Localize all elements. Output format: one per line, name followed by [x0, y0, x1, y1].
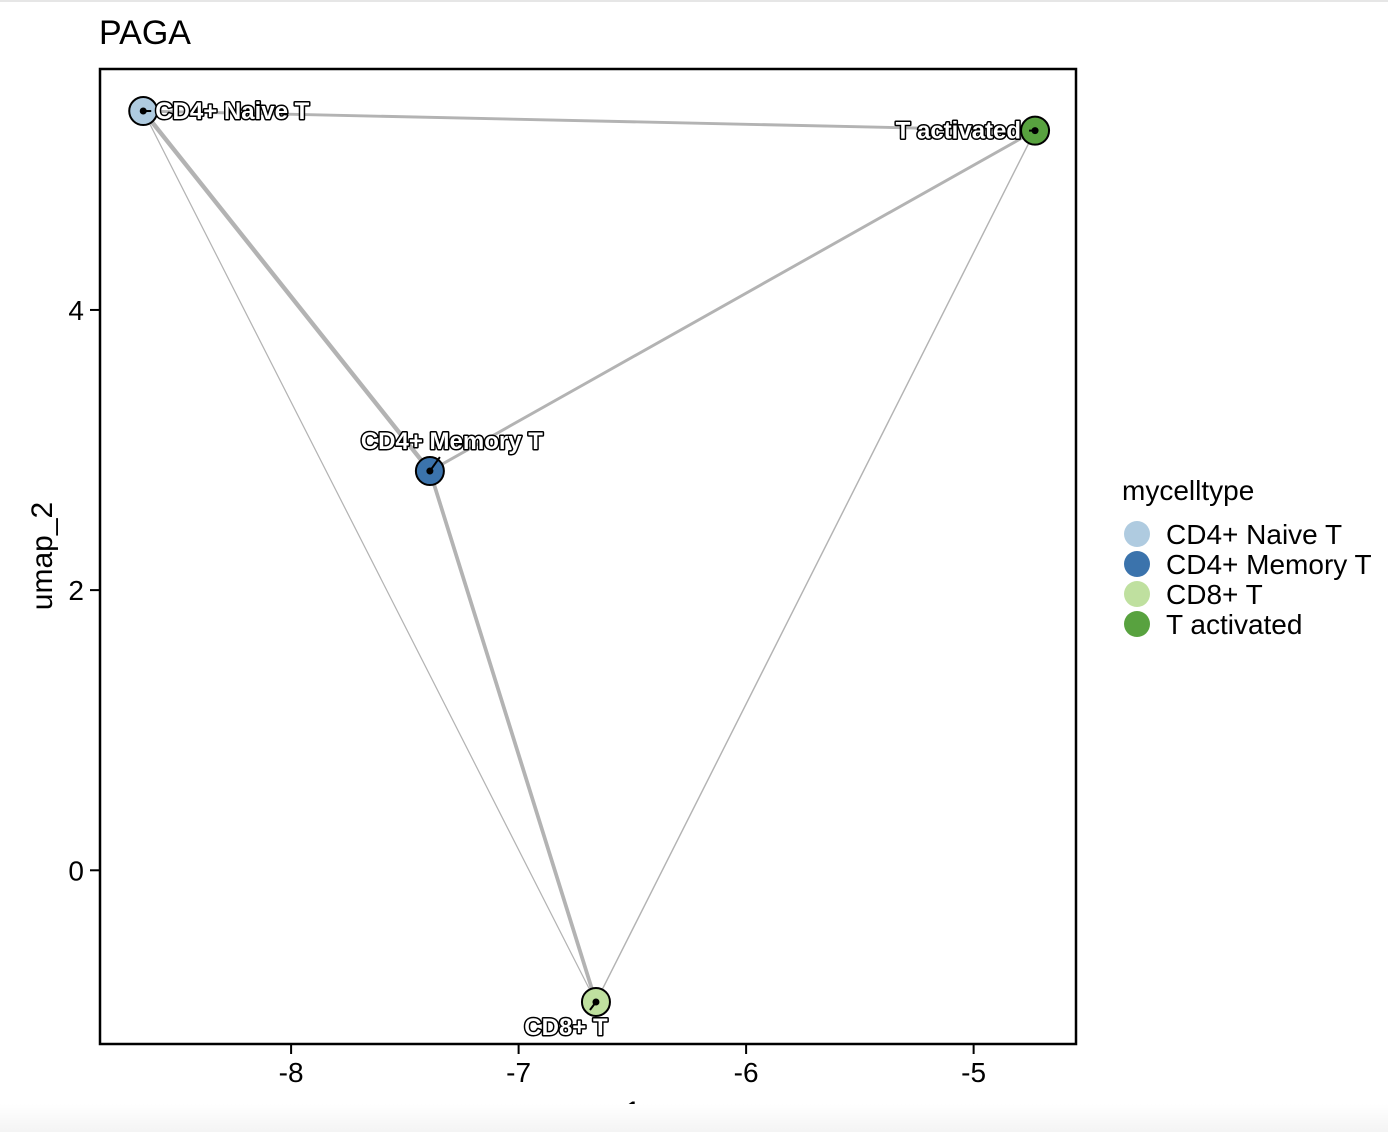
legend-swatch-t-activated — [1124, 611, 1150, 637]
legend-label-cd4-naive-t: CD4+ Naive T — [1166, 519, 1342, 550]
node-label-cd8-t: CD8+ T — [524, 1014, 608, 1041]
node-center-dot-cd4-naive-t — [139, 107, 147, 115]
legend-label-cd8-t: CD8+ T — [1166, 579, 1263, 610]
bottom-fade — [0, 1104, 1388, 1132]
legend-swatch-cd8-t — [1124, 581, 1150, 607]
node-center-dot-cd4-memory-t — [426, 467, 434, 475]
node-label-t-activated: T activated — [896, 118, 1021, 145]
node-center-dot-t-activated — [1031, 127, 1039, 135]
edges-layer — [141, 108, 1037, 1004]
edge-t-activated-to-cd4-memory-t — [428, 129, 1037, 473]
legend-label-t-activated: T activated — [1166, 609, 1302, 640]
node-center-dot-cd8-t — [592, 998, 600, 1006]
edge-cd4-naive-t-to-cd8-t — [142, 110, 597, 1003]
legend-label-cd4-memory-t: CD4+ Memory T — [1166, 549, 1372, 580]
edge-cd4-naive-t-to-cd4-memory-t — [141, 108, 433, 474]
node-label-cd4-naive-t: CD4+ Naive T — [155, 98, 309, 125]
x-tick-label: -6 — [734, 1057, 759, 1088]
axes-layer: -8 -7 -6 -5 0 2 4 — [68, 295, 986, 1088]
y-tick-label: 0 — [68, 855, 84, 886]
y-tick-label: 2 — [68, 575, 84, 606]
y-axis-label: umap_2 — [26, 502, 59, 610]
x-tick-label: -7 — [506, 1057, 531, 1088]
plot-frame — [98, 67, 1078, 1046]
edge-cd4-memory-t-to-cd8-t — [428, 469, 598, 1004]
legend-swatch-cd4-memory-t — [1124, 551, 1150, 577]
x-tick-label: -5 — [961, 1057, 986, 1088]
y-tick-label: 4 — [68, 295, 84, 326]
legend-title: mycelltype — [1122, 475, 1254, 506]
x-tick-label: -8 — [279, 1057, 304, 1088]
legend-swatch-cd4-naive-t — [1124, 521, 1150, 547]
nodes-layer: CD4+ Naive T CD4+ Memory T CD8+ T T activat… — [128, 96, 1051, 1042]
edge-cd4-naive-t-to-t-activated — [141, 109, 1037, 133]
edge-t-activated-to-cd8-t — [595, 129, 1036, 1003]
top-border — [0, 0, 1388, 2]
node-label-cd4-memory-t: CD4+ Memory T — [361, 428, 543, 455]
chart-title: PAGA — [99, 14, 191, 52]
